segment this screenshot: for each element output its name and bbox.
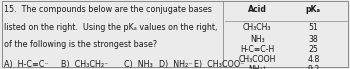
Text: 51: 51	[308, 23, 318, 32]
Text: CH₃CH₃: CH₃CH₃	[243, 23, 272, 32]
Text: E)  CH₃COO⁻: E) CH₃COO⁻	[194, 60, 245, 69]
Text: 15.  The compounds below are the conjugate bases: 15. The compounds below are the conjugat…	[4, 5, 212, 14]
Text: 4.8: 4.8	[307, 55, 320, 64]
Text: listed on the right.  Using the pKₐ values on the right,: listed on the right. Using the pKₐ value…	[4, 23, 218, 32]
Text: NH₄⁺: NH₄⁺	[248, 65, 267, 69]
Text: Acid: Acid	[248, 5, 267, 14]
Text: 9.2: 9.2	[307, 65, 319, 69]
Text: A)  H-C≡C⁻: A) H-C≡C⁻	[4, 60, 49, 69]
Text: B)  CH₃CH₂⁻: B) CH₃CH₂⁻	[61, 60, 108, 69]
Text: NH₃: NH₃	[250, 34, 265, 43]
Text: C)  NH₃: C) NH₃	[124, 60, 153, 69]
Text: pKₐ: pKₐ	[306, 5, 321, 14]
Text: 25: 25	[308, 45, 318, 54]
Text: of the following is the strongest base?: of the following is the strongest base?	[4, 40, 157, 49]
Text: 38: 38	[308, 34, 318, 43]
Text: CH₃COOH: CH₃COOH	[239, 55, 276, 64]
Text: D)  NH₂⁻: D) NH₂⁻	[159, 60, 193, 69]
FancyBboxPatch shape	[2, 1, 348, 67]
Text: H-C≡C-H: H-C≡C-H	[240, 45, 274, 54]
